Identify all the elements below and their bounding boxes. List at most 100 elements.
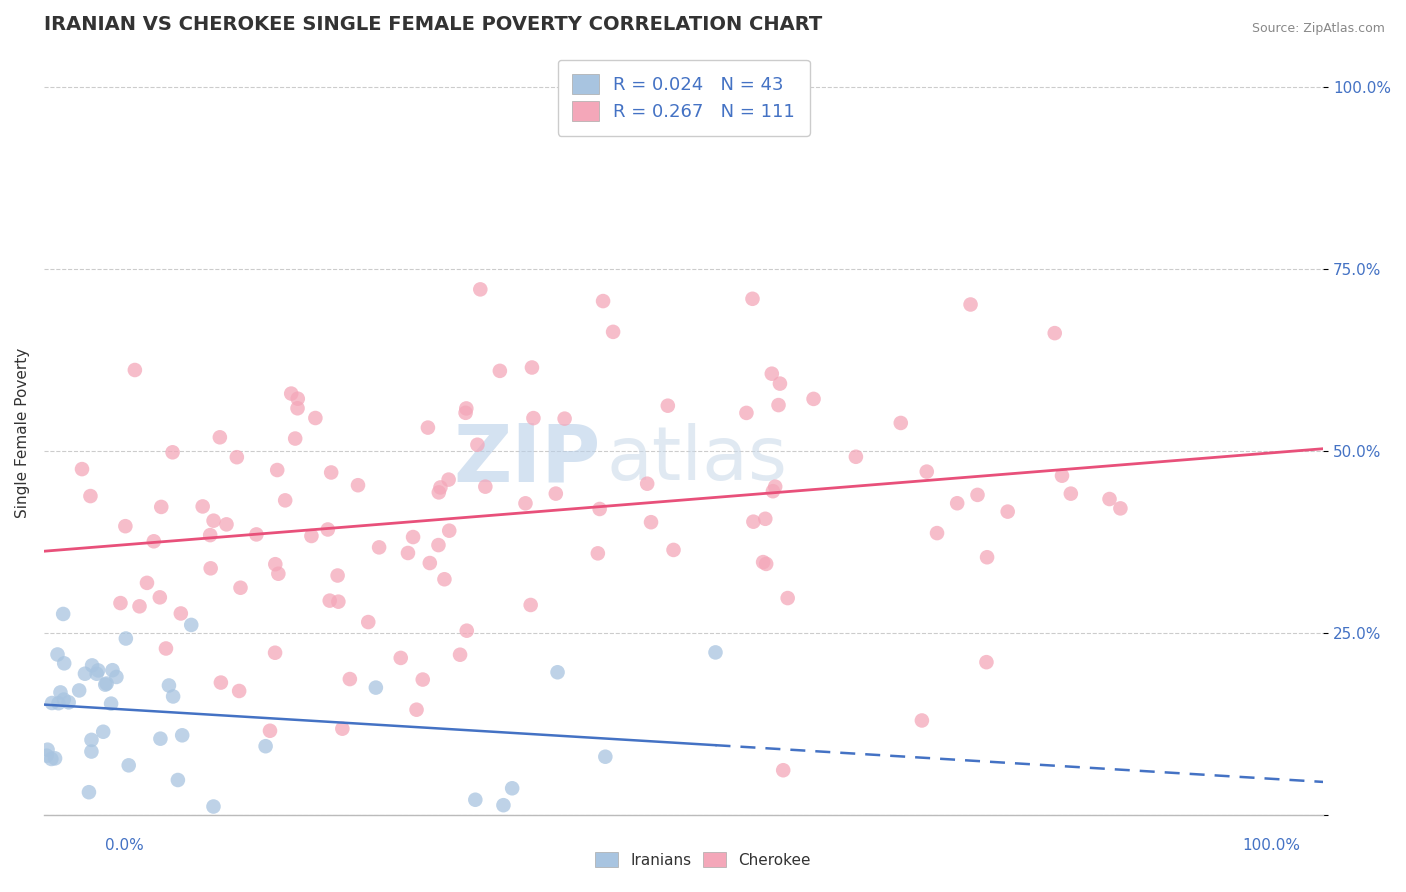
Point: [389, 651, 412, 665]
Point: [741, 292, 763, 306]
Point: [522, 411, 544, 425]
Point: [519, 598, 541, 612]
Point: [520, 360, 543, 375]
Point: [87, 664, 110, 678]
Point: [657, 399, 679, 413]
Point: [976, 550, 998, 565]
Point: [245, 527, 267, 541]
Point: [997, 505, 1019, 519]
Point: [437, 473, 460, 487]
Point: [149, 591, 172, 605]
Point: [110, 596, 132, 610]
Point: [254, 739, 277, 754]
Point: [735, 406, 758, 420]
Point: [180, 618, 202, 632]
Point: [755, 557, 778, 571]
Point: [225, 450, 247, 465]
Point: [80, 658, 103, 673]
Point: [704, 645, 727, 659]
Point: [602, 325, 624, 339]
Point: [70, 462, 93, 476]
Point: [209, 675, 232, 690]
Point: [114, 519, 136, 533]
Point: [803, 392, 825, 406]
Point: [662, 543, 685, 558]
Point: [35, 748, 58, 763]
Text: 0.0%: 0.0%: [105, 838, 145, 853]
Point: [208, 430, 231, 444]
Point: [405, 703, 427, 717]
Point: [73, 666, 96, 681]
Point: [44, 751, 66, 765]
Point: [1098, 491, 1121, 506]
Point: [492, 798, 515, 813]
Point: [80, 745, 103, 759]
Point: [41, 696, 63, 710]
Point: [427, 485, 450, 500]
Point: [202, 514, 225, 528]
Point: [191, 500, 214, 514]
Point: [274, 493, 297, 508]
Point: [368, 541, 391, 555]
Point: [52, 692, 75, 706]
Point: [304, 411, 326, 425]
Point: [772, 763, 794, 777]
Point: [470, 282, 492, 296]
Point: [762, 484, 785, 499]
Point: [101, 663, 124, 677]
Point: [100, 697, 122, 711]
Point: [347, 478, 370, 492]
Point: [776, 591, 799, 605]
Point: [769, 376, 792, 391]
Point: [959, 297, 981, 311]
Point: [845, 450, 868, 464]
Point: [742, 515, 765, 529]
Point: [976, 655, 998, 669]
Point: [94, 678, 117, 692]
Point: [328, 595, 350, 609]
Point: [554, 411, 576, 425]
Point: [170, 607, 193, 621]
Point: [49, 685, 72, 699]
Point: [124, 363, 146, 377]
Point: [515, 496, 537, 510]
Point: [396, 546, 419, 560]
Point: [761, 367, 783, 381]
Point: [326, 568, 349, 582]
Point: [46, 648, 69, 662]
Point: [456, 624, 478, 638]
Point: [202, 799, 225, 814]
Point: [264, 558, 287, 572]
Point: [264, 646, 287, 660]
Point: [229, 581, 252, 595]
Point: [966, 488, 988, 502]
Point: [586, 546, 609, 560]
Point: [946, 496, 969, 510]
Point: [467, 438, 489, 452]
Point: [115, 632, 138, 646]
Point: [640, 515, 662, 529]
Point: [464, 793, 486, 807]
Point: [267, 566, 290, 581]
Point: [150, 500, 173, 514]
Text: 100.0%: 100.0%: [1243, 838, 1301, 853]
Point: [752, 555, 775, 569]
Point: [419, 556, 441, 570]
Point: [439, 524, 461, 538]
Point: [364, 681, 387, 695]
Point: [53, 657, 76, 671]
Point: [547, 665, 569, 680]
Point: [91, 724, 114, 739]
Point: [890, 416, 912, 430]
Point: [280, 386, 302, 401]
Point: [588, 502, 610, 516]
Point: [149, 731, 172, 746]
Point: [474, 480, 496, 494]
Point: [172, 728, 194, 742]
Point: [259, 723, 281, 738]
Point: [266, 463, 288, 477]
Point: [284, 432, 307, 446]
Point: [402, 530, 425, 544]
Point: [287, 401, 309, 416]
Point: [416, 420, 439, 434]
